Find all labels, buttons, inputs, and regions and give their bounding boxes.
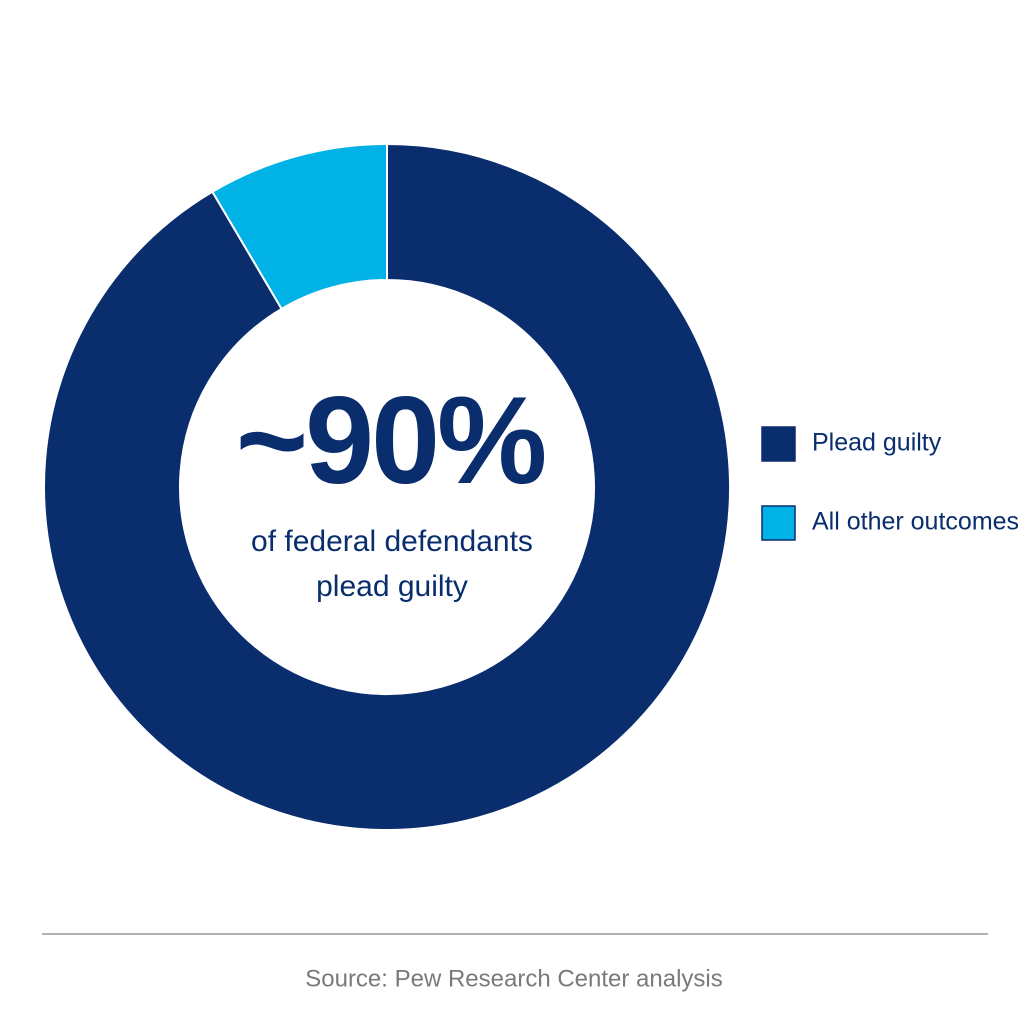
donut-slice	[43, 142, 731, 831]
donut	[43, 142, 731, 831]
source: Source: Pew Research Center analysis	[305, 965, 723, 992]
legend: Plead guilty All other outcomes	[761, 426, 1019, 541]
legend-label: All other outcomes	[812, 508, 1019, 536]
legend-swatch	[761, 505, 796, 541]
donut-slice	[211, 142, 388, 311]
legend-label: Plead guilty	[812, 429, 942, 457]
center-value: ~90%	[236, 372, 545, 510]
center-text: plead guilty	[316, 570, 468, 603]
legend-swatch	[761, 426, 796, 462]
center-text: of federal defendants	[251, 525, 533, 558]
